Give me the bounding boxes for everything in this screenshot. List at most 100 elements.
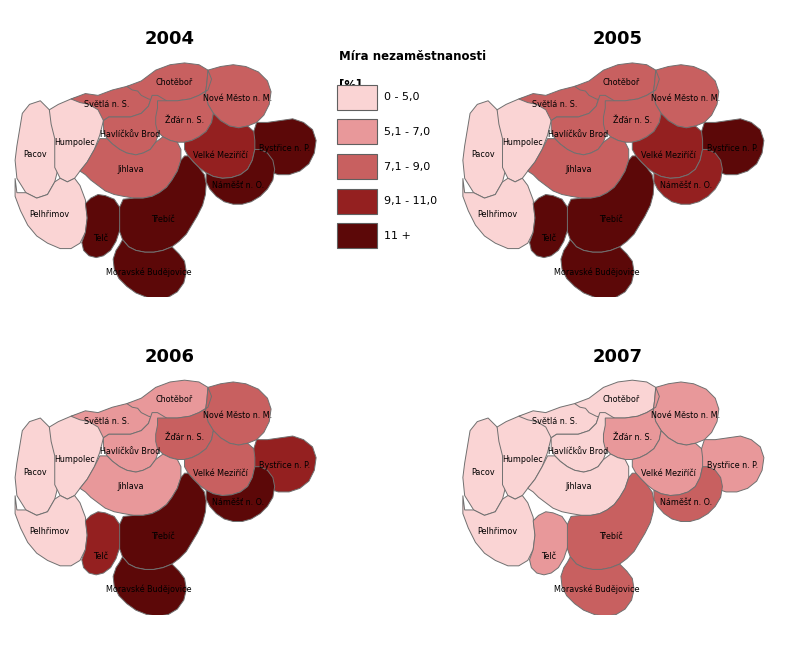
Text: Telč: Telč [541, 235, 556, 243]
Text: [%]: [%] [339, 79, 361, 92]
Polygon shape [530, 194, 569, 257]
Polygon shape [463, 418, 508, 515]
Polygon shape [551, 96, 615, 155]
Text: Telč: Telč [93, 235, 109, 243]
Text: Třebíč: Třebíč [151, 532, 175, 541]
Text: Havlíčkův Brod: Havlíčkův Brod [100, 447, 161, 456]
Polygon shape [82, 194, 121, 257]
Polygon shape [604, 387, 661, 460]
Text: Nové Město n. M.: Nové Město n. M. [203, 94, 273, 103]
Polygon shape [632, 431, 703, 495]
Polygon shape [103, 413, 166, 472]
Polygon shape [653, 382, 719, 445]
Polygon shape [463, 101, 508, 198]
Polygon shape [654, 467, 723, 521]
Polygon shape [113, 557, 186, 616]
Text: Jihlava: Jihlava [117, 164, 143, 174]
Polygon shape [184, 431, 255, 495]
Text: Havlíčkův Brod: Havlíčkův Brod [100, 130, 161, 139]
Text: Pelhřimov: Pelhřimov [29, 527, 69, 536]
Text: Humpolec: Humpolec [54, 455, 95, 464]
Text: Náměšť n. O.: Náměšť n. O. [660, 181, 712, 190]
Polygon shape [184, 113, 255, 178]
Polygon shape [632, 113, 703, 178]
Polygon shape [156, 387, 214, 460]
Text: Velké Meziříčí: Velké Meziříčí [641, 469, 696, 478]
Text: Nové Město n. M.: Nové Město n. M. [651, 411, 720, 420]
Polygon shape [561, 240, 634, 299]
Text: 5,1 - 7,0: 5,1 - 7,0 [384, 127, 430, 137]
Polygon shape [463, 178, 535, 248]
Text: Žďár n. S.: Žďár n. S. [613, 434, 652, 443]
Polygon shape [567, 156, 654, 252]
Text: Havlíčkův Brod: Havlíčkův Brod [548, 130, 608, 139]
Text: Jihlava: Jihlava [565, 164, 592, 174]
Bar [337, 84, 377, 110]
Text: Chotěboř: Chotěboř [155, 78, 192, 87]
Polygon shape [15, 495, 87, 566]
Text: Jihlava: Jihlava [565, 482, 592, 491]
Polygon shape [530, 512, 569, 575]
Text: Třebíč: Třebíč [599, 215, 623, 224]
Polygon shape [551, 413, 615, 472]
Polygon shape [700, 436, 764, 492]
Polygon shape [206, 150, 275, 204]
Polygon shape [700, 119, 764, 175]
Polygon shape [120, 473, 206, 569]
Polygon shape [206, 65, 271, 128]
Text: Třebíč: Třebíč [151, 215, 175, 224]
Text: 0 - 5,0: 0 - 5,0 [384, 92, 420, 102]
Polygon shape [206, 467, 275, 521]
Text: Bystřice n. P.: Bystřice n. P. [259, 144, 310, 153]
Polygon shape [519, 402, 600, 438]
Text: Velké Meziříčí: Velké Meziříčí [193, 151, 248, 161]
Text: Světlá n. S.: Světlá n. S. [84, 100, 130, 109]
Text: Humpolec: Humpolec [54, 138, 95, 147]
Polygon shape [15, 418, 60, 515]
Polygon shape [252, 436, 316, 492]
Text: Míra nezaměstnanosti: Míra nezaměstnanosti [339, 49, 485, 62]
Text: Velké Meziříčí: Velké Meziříčí [193, 469, 248, 478]
Text: Chotěboř: Chotěboř [603, 395, 640, 404]
Text: Chotěboř: Chotěboř [603, 78, 640, 87]
Text: Velké Meziříčí: Velké Meziříčí [641, 151, 696, 161]
Text: Chotěboř: Chotěboř [155, 395, 192, 404]
Polygon shape [519, 84, 600, 121]
Text: Světlá n. S.: Světlá n. S. [532, 100, 578, 109]
Text: Pacov: Pacov [471, 150, 495, 159]
Bar [337, 154, 377, 179]
Polygon shape [206, 382, 271, 445]
Polygon shape [127, 380, 211, 418]
Polygon shape [71, 84, 152, 121]
Text: Nové Město n. M.: Nové Město n. M. [651, 94, 720, 103]
Text: Havlíčkův Brod: Havlíčkův Brod [548, 447, 608, 456]
Text: Moravské Budějovice: Moravské Budějovice [106, 267, 192, 277]
Polygon shape [574, 380, 660, 418]
Text: Žďár n. S.: Žďár n. S. [613, 116, 652, 125]
Text: Žďár n. S.: Žďár n. S. [165, 434, 204, 443]
Polygon shape [653, 65, 719, 128]
Polygon shape [15, 178, 87, 248]
Text: Světlá n. S.: Světlá n. S. [84, 417, 130, 426]
Text: Moravské Budějovice: Moravské Budějovice [554, 267, 640, 277]
Text: Bystřice n. P.: Bystřice n. P. [707, 462, 758, 471]
Polygon shape [561, 557, 634, 616]
Text: Náměšť n. O.: Náměšť n. O. [660, 499, 712, 507]
Polygon shape [156, 70, 214, 142]
Title: 2004: 2004 [145, 31, 195, 48]
Polygon shape [80, 454, 181, 515]
Text: Náměšť n. O.: Náměšť n. O. [212, 499, 264, 507]
Polygon shape [463, 495, 535, 566]
Polygon shape [567, 473, 654, 569]
Bar [337, 120, 377, 144]
Text: Telč: Telč [541, 552, 556, 560]
Text: Pelhřimov: Pelhřimov [477, 527, 517, 536]
Text: Nové Město n. M.: Nové Město n. M. [203, 411, 273, 420]
Polygon shape [604, 70, 661, 142]
Polygon shape [654, 150, 723, 204]
Polygon shape [252, 119, 316, 175]
Polygon shape [71, 402, 152, 438]
Text: Žďár n. S.: Žďár n. S. [165, 116, 204, 125]
Text: Bystřice n. P.: Bystřice n. P. [259, 462, 310, 471]
Text: 11 +: 11 + [384, 231, 411, 241]
